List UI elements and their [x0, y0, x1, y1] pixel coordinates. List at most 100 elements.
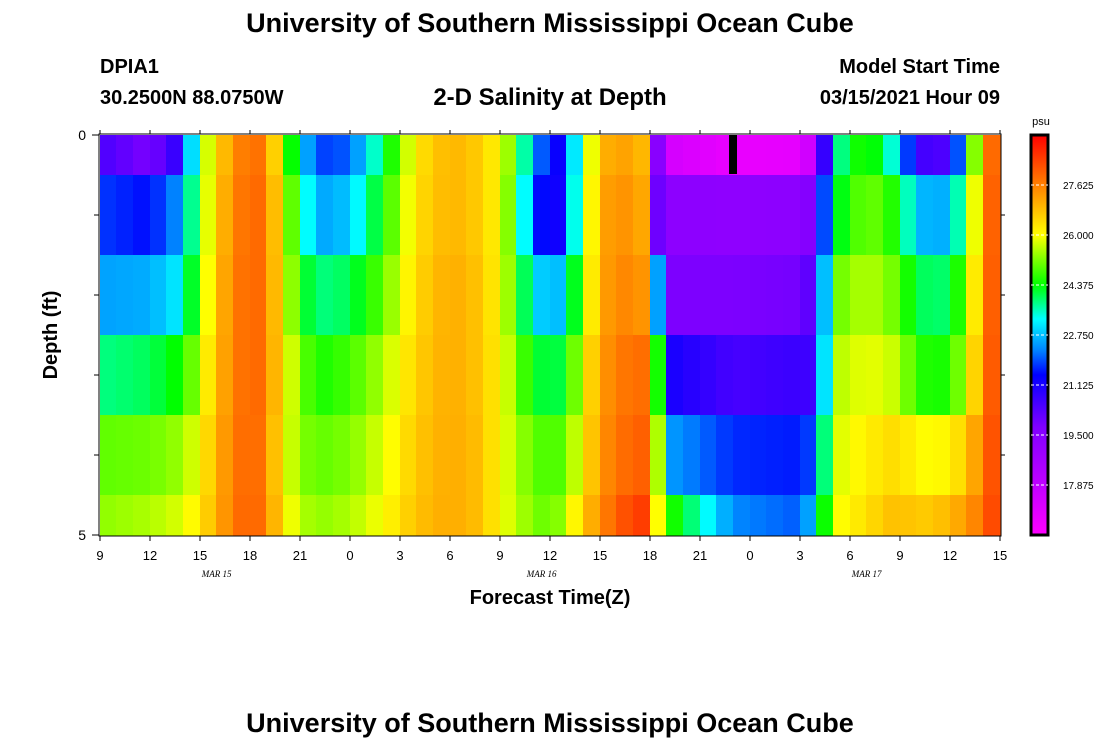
heatmap-cell	[116, 335, 135, 416]
x-tick-label: 12	[943, 548, 957, 563]
heatmap-cell	[716, 175, 735, 256]
heatmap-cell	[366, 495, 385, 536]
heatmap-cell	[550, 415, 568, 496]
heatmap-cell	[100, 335, 118, 416]
heatmap-cell	[366, 175, 385, 256]
heatmap-cell	[383, 255, 401, 336]
heatmap-cell	[383, 495, 401, 536]
heatmap-cell	[900, 495, 918, 536]
heatmap-cell	[400, 255, 418, 336]
y-tick-label: 0	[78, 127, 86, 143]
heatmap-cell	[483, 255, 501, 336]
heatmap-cell	[333, 495, 351, 536]
heatmap-cell	[566, 415, 585, 496]
heatmap-cell	[483, 335, 501, 416]
heatmap-cell	[933, 175, 951, 256]
heatmap-cell	[716, 335, 735, 416]
heatmap-cell	[500, 495, 518, 536]
heatmap-cell	[650, 255, 668, 336]
heatmap-cell	[583, 335, 601, 416]
heatmap-cell	[116, 175, 135, 256]
heatmap-cell	[266, 495, 285, 536]
heatmap-cell	[533, 335, 551, 416]
colorbar-ticks: 27.625 26.000 24.375 22.750 21.125 19.500 17.8…	[1031, 181, 1094, 492]
heatmap-cell	[633, 135, 651, 176]
heatmap-cell	[750, 135, 768, 176]
heatmap-cell	[783, 415, 801, 496]
heatmap-cell	[733, 495, 751, 536]
heatmap-cell	[433, 135, 451, 176]
x-tick-label: 18	[643, 548, 657, 563]
x-axis-date-labels: MAR 15 MAR 16 MAR 17	[201, 569, 882, 579]
heatmap-cell	[250, 495, 268, 536]
heatmap-cell	[916, 175, 935, 256]
heatmap-cell	[550, 135, 568, 176]
x-tick-label: 9	[496, 548, 503, 563]
heatmap-cell	[766, 175, 785, 256]
heatmap-cell	[583, 495, 601, 536]
heatmap-cell	[166, 135, 185, 176]
heatmap-cell	[800, 415, 818, 496]
heatmap-cell	[283, 335, 301, 416]
date-label: MAR 16	[526, 569, 557, 579]
heatmap-cell	[900, 175, 918, 256]
heatmap-cell	[950, 335, 968, 416]
heatmap-cell	[266, 255, 285, 336]
heatmap-cell	[500, 335, 518, 416]
heatmap-cell	[616, 415, 635, 496]
heatmap-cell	[316, 415, 335, 496]
heatmap-cell	[983, 175, 1001, 256]
heatmap-cell	[366, 135, 385, 176]
heatmap-cell	[733, 255, 751, 336]
heatmap-cell	[750, 335, 768, 416]
heatmap-cell	[866, 255, 885, 336]
heatmap-cell	[600, 495, 618, 536]
x-tick-label: 15	[193, 548, 207, 563]
heatmap-cell	[833, 255, 851, 336]
heatmap-cell	[300, 335, 318, 416]
heatmap-cell	[300, 495, 318, 536]
heatmap-cell	[850, 495, 868, 536]
heatmap-cell	[783, 135, 801, 176]
heatmap-cells	[100, 135, 1001, 536]
heatmap-cell	[600, 135, 618, 176]
heatmap-cell	[883, 135, 901, 176]
colorbar-tick-label: 21.125	[1063, 381, 1094, 392]
heatmap-cell	[633, 255, 651, 336]
missing-data-marker	[729, 135, 737, 174]
heatmap-cell	[783, 175, 801, 256]
heatmap-cell	[400, 175, 418, 256]
colorbar-tick-label: 26.000	[1063, 231, 1094, 242]
heatmap-cell	[700, 255, 718, 336]
heatmap-cell	[950, 175, 968, 256]
heatmap-cell	[466, 495, 485, 536]
heatmap-cell	[866, 175, 885, 256]
heatmap-cell	[633, 495, 651, 536]
heatmap-cell	[533, 495, 551, 536]
heatmap-cell	[800, 175, 818, 256]
heatmap-cell	[700, 415, 718, 496]
heatmap-cell	[400, 415, 418, 496]
heatmap-cell	[566, 335, 585, 416]
heatmap-cell	[600, 255, 618, 336]
x-tick-label: 0	[346, 548, 353, 563]
heatmap-cell	[450, 495, 468, 536]
heatmap-cell	[666, 175, 685, 256]
heatmap-cell	[483, 135, 501, 176]
heatmap-cell	[750, 175, 768, 256]
heatmap-cell	[900, 255, 918, 336]
heatmap-cell	[183, 255, 201, 336]
y-tick-label: 5	[78, 527, 86, 543]
heatmap-cell	[816, 255, 835, 336]
heatmap-cell	[783, 495, 801, 536]
heatmap-cell	[283, 415, 301, 496]
heatmap-cell	[416, 135, 435, 176]
heatmap-cell	[933, 135, 951, 176]
heatmap-cell	[583, 255, 601, 336]
heatmap-cell	[433, 255, 451, 336]
heatmap-cell	[466, 255, 485, 336]
heatmap-cell	[816, 415, 835, 496]
heatmap-cell	[916, 135, 935, 176]
heatmap-cell	[416, 175, 435, 256]
heatmap-cell	[216, 255, 235, 336]
